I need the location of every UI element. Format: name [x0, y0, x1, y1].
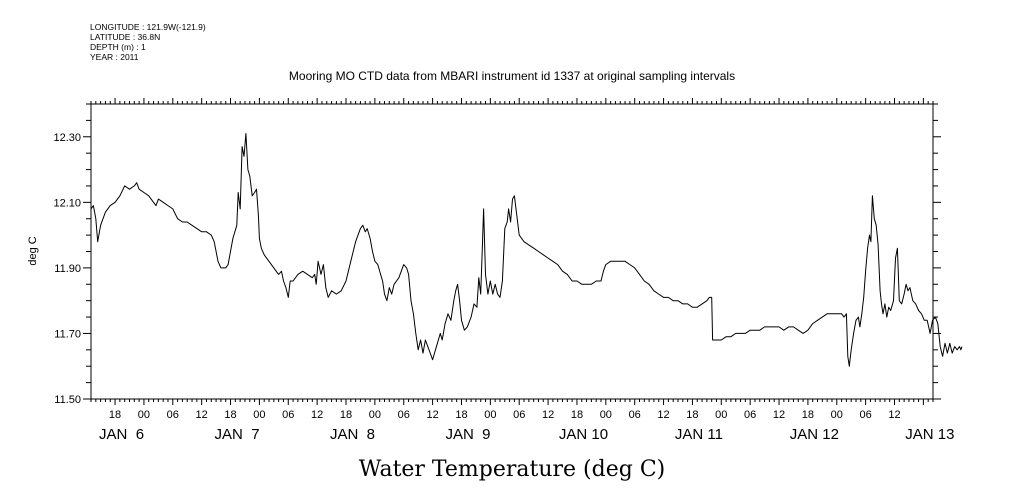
- meta-latitude: LATITUDE : 36.8N: [90, 32, 161, 42]
- x-hour-label: 06: [513, 409, 525, 421]
- x-hour-label: 00: [715, 409, 727, 421]
- x-hour-label: 12: [196, 409, 208, 421]
- x-hour-label: 00: [369, 409, 381, 421]
- y-tick-label: 11.70: [54, 328, 81, 340]
- x-day-label: JAN 12: [790, 426, 839, 443]
- x-hour-label: 12: [542, 409, 554, 421]
- temperature-series-line: [90, 133, 963, 367]
- x-hour-label: 12: [888, 409, 900, 421]
- x-hour-label: 06: [629, 409, 641, 421]
- x-hour-label: 18: [455, 409, 467, 421]
- x-hour-label: 18: [340, 409, 352, 421]
- x-day-label: JAN 11: [675, 426, 723, 443]
- plot-frame: [90, 103, 934, 400]
- y-tick-label: 12.10: [53, 197, 81, 209]
- x-hour-label: 06: [167, 409, 179, 421]
- x-hour-label: 00: [253, 409, 265, 421]
- x-hour-label: 00: [600, 409, 612, 421]
- chart-title: Mooring MO CTD data from MBARI instrumen…: [289, 69, 735, 83]
- y-tick-label: 11.50: [54, 394, 81, 406]
- x-day-label: JAN 6: [99, 426, 144, 443]
- x-hour-label: 18: [109, 409, 121, 421]
- metadata-block: LONGITUDE : 121.9W(-121.9) LATITUDE : 36…: [90, 22, 206, 62]
- x-day-label: JAN 9: [445, 426, 490, 443]
- tick-labels: 11.50 11.70 11.90 12.10 12.30 18 00 06 12 18 00 06 1…: [53, 132, 954, 443]
- x-day-label: JAN 10: [559, 426, 608, 443]
- x-hour-label: 12: [657, 409, 669, 421]
- x-hour-label: 00: [484, 409, 496, 421]
- x-hour-label: 06: [398, 409, 410, 421]
- x-axis-label: Water Temperature (deg C): [359, 457, 666, 482]
- x-hour-label: 18: [571, 409, 583, 421]
- x-hour-label: 00: [831, 409, 843, 421]
- x-hour-label: 00: [138, 409, 150, 421]
- y-axis-label: deg C: [27, 236, 39, 265]
- series-group: [90, 133, 963, 367]
- x-hour-label: 12: [426, 409, 438, 421]
- meta-year: YEAR : 2011: [90, 52, 139, 62]
- x-hour-label: 18: [224, 409, 236, 421]
- x-hour-label: 12: [773, 409, 785, 421]
- y-tick-label: 12.30: [53, 132, 81, 144]
- x-day-label: JAN 7: [215, 426, 260, 443]
- x-hour-label: 12: [311, 409, 323, 421]
- x-hour-label: 06: [744, 409, 756, 421]
- x-hour-label: 06: [282, 409, 294, 421]
- x-day-label: JAN 13: [905, 426, 954, 443]
- y-tick-label: 11.90: [54, 263, 81, 275]
- x-hour-label: 18: [802, 409, 814, 421]
- x-hour-label: 18: [686, 409, 698, 421]
- meta-longitude: LONGITUDE : 121.9W(-121.9): [90, 22, 206, 32]
- meta-depth: DEPTH (m) : 1: [90, 42, 146, 52]
- x-hour-label: 06: [860, 409, 872, 421]
- axis-ticks: [83, 98, 941, 405]
- x-day-label: JAN 8: [330, 426, 375, 443]
